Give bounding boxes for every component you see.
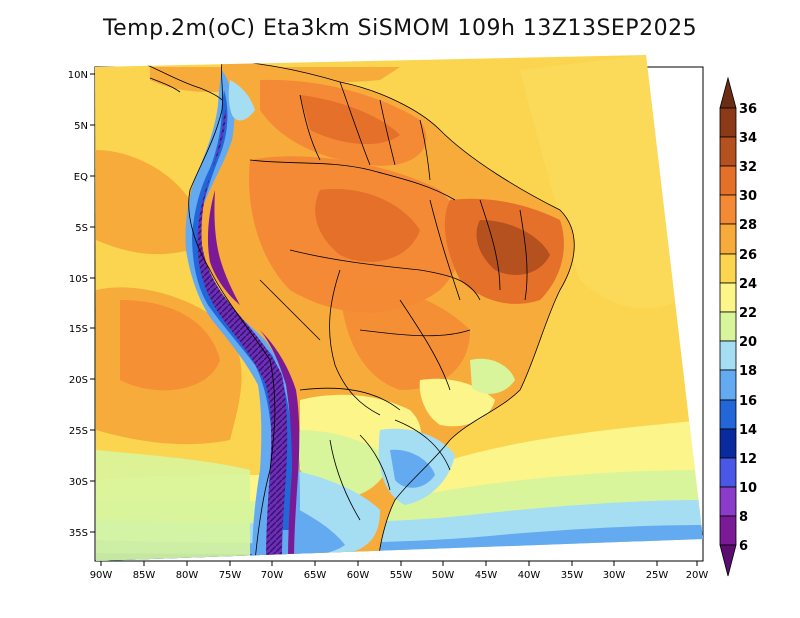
svg-text:35S: 35S xyxy=(69,528,88,539)
colorbar-label-32: 32 xyxy=(739,160,757,175)
colorbar-label-18: 18 xyxy=(739,364,757,379)
colorbar-bin-6-8 xyxy=(719,515,737,546)
colorbar-label-22: 22 xyxy=(739,306,757,321)
svg-text:20S: 20S xyxy=(69,375,88,386)
colorbar-label-28: 28 xyxy=(739,218,757,233)
svg-text:25W: 25W xyxy=(646,570,669,581)
lon-tick-25w: 25W xyxy=(646,561,669,581)
colorbar-bin-22-24 xyxy=(719,282,737,313)
colorbar-bin-14-16 xyxy=(719,399,737,430)
lat-tick-30s: 30S xyxy=(69,477,95,488)
colorbar-bin-30-32 xyxy=(719,165,737,196)
lon-tick-40w: 40W xyxy=(518,561,541,581)
svg-text:45W: 45W xyxy=(475,570,498,581)
svg-text:55W: 55W xyxy=(390,570,413,581)
lon-tick-60w: 60W xyxy=(347,561,370,581)
colorbar-label-8: 8 xyxy=(739,510,748,525)
svg-text:25S: 25S xyxy=(69,426,88,437)
colorbar-label-10: 10 xyxy=(739,481,757,496)
colorbar-bin-18-20 xyxy=(719,340,737,371)
colorbar-label-24: 24 xyxy=(739,277,757,292)
svg-text:30S: 30S xyxy=(69,477,88,488)
lon-tick-55w: 55W xyxy=(390,561,413,581)
svg-text:80W: 80W xyxy=(176,570,199,581)
colorbar xyxy=(719,76,737,577)
colorbar-labels: 36 34 32 30 28 26 24 22 20 18 16 14 12 1… xyxy=(739,102,757,554)
colorbar-bin-20-22 xyxy=(719,311,737,342)
colorbar-label-34: 34 xyxy=(739,131,757,146)
lon-tick-85w: 85W xyxy=(133,561,156,581)
lon-tick-30w: 30W xyxy=(603,561,626,581)
colorbar-bin-12-14 xyxy=(719,428,737,459)
colorbar-label-26: 26 xyxy=(739,248,757,263)
svg-text:85W: 85W xyxy=(133,570,156,581)
svg-text:5S: 5S xyxy=(75,223,88,234)
colorbar-label-12: 12 xyxy=(739,452,757,467)
lat-tick-35s: 35S xyxy=(69,528,95,539)
colorbar-bin-16-18 xyxy=(719,369,737,401)
lat-tick-15s: 15S xyxy=(69,324,95,335)
lat-tick-20s: 20S xyxy=(69,375,95,386)
svg-text:90W: 90W xyxy=(90,570,113,581)
lat-tick-25s: 25S xyxy=(69,426,95,437)
lat-axis: 10N 5N EQ 5S 10S 15S 20S 25S 30S 35S xyxy=(68,70,95,539)
temperature-field xyxy=(95,55,703,561)
colorbar-label-6: 6 xyxy=(739,539,748,554)
lon-tick-65w: 65W xyxy=(304,561,327,581)
lat-tick-eq: EQ xyxy=(74,172,95,183)
svg-text:70W: 70W xyxy=(261,570,284,581)
lon-tick-20w: 20W xyxy=(686,561,709,581)
svg-text:10N: 10N xyxy=(68,70,88,81)
colorbar-label-20: 20 xyxy=(739,335,757,350)
colorbar-bin-24-26 xyxy=(719,253,737,284)
lon-axis: 90W 85W 80W 75W 70W 65W 60W 55W 50W 45W … xyxy=(90,561,709,581)
colorbar-label-30: 30 xyxy=(739,189,757,204)
svg-text:40W: 40W xyxy=(518,570,541,581)
colorbar-bin-8-10 xyxy=(719,486,737,517)
svg-text:50W: 50W xyxy=(432,570,455,581)
lon-tick-70w: 70W xyxy=(261,561,284,581)
svg-text:35W: 35W xyxy=(561,570,584,581)
lat-tick-10n: 10N xyxy=(68,70,95,81)
svg-text:20W: 20W xyxy=(686,570,709,581)
svg-text:75W: 75W xyxy=(219,570,242,581)
colorbar-bin-10-12 xyxy=(719,457,737,488)
colorbar-label-14: 14 xyxy=(739,423,757,438)
colorbar-bin-32-34 xyxy=(719,136,737,167)
svg-text:65W: 65W xyxy=(304,570,327,581)
lat-tick-5s: 5S xyxy=(75,223,95,234)
svg-text:10S: 10S xyxy=(69,274,88,285)
lon-tick-90w: 90W xyxy=(90,561,113,581)
colorbar-arrow-top xyxy=(719,76,737,109)
lat-tick-5n: 5N xyxy=(74,121,95,132)
svg-text:30W: 30W xyxy=(603,570,626,581)
svg-text:15S: 15S xyxy=(69,324,88,335)
colorbar-label-16: 16 xyxy=(739,394,757,409)
map-title: Temp.2m(oC) Eta3km SiSMOM 109h 13Z13SEP2… xyxy=(102,16,698,41)
colorbar-arrow-bottom xyxy=(719,544,737,577)
svg-text:5N: 5N xyxy=(74,121,88,132)
colorbar-label-36: 36 xyxy=(739,102,757,117)
colorbar-bin-34-36 xyxy=(719,107,737,138)
lon-tick-35w: 35W xyxy=(561,561,584,581)
lon-tick-80w: 80W xyxy=(176,561,199,581)
svg-text:EQ: EQ xyxy=(74,172,88,183)
colorbar-bin-26-28 xyxy=(719,223,737,255)
lon-tick-75w: 75W xyxy=(219,561,242,581)
lon-tick-45w: 45W xyxy=(475,561,498,581)
colorbar-bin-28-30 xyxy=(719,194,737,225)
svg-text:60W: 60W xyxy=(347,570,370,581)
lat-tick-10s: 10S xyxy=(69,274,95,285)
lon-tick-50w: 50W xyxy=(432,561,455,581)
